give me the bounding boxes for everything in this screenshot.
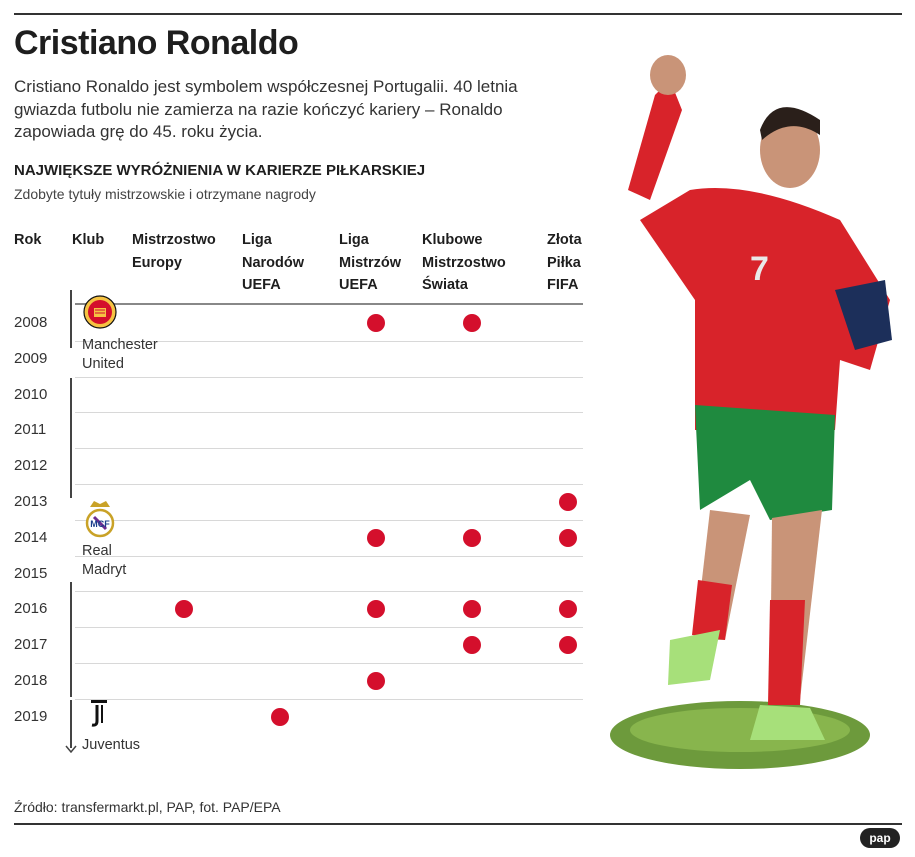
year-label-2017: 2017 <box>14 636 48 654</box>
club-name-manutd: Manchester United <box>82 337 158 372</box>
club-name-juventus: Juventus <box>82 737 141 753</box>
club-name-real: Real Madryt <box>82 543 127 578</box>
pap-logo-icon: pap <box>860 828 900 848</box>
row-divider <box>75 627 583 629</box>
chart-subtitle: Zdobyte tytuły mistrzowskie i otrzymane … <box>14 186 316 202</box>
year-label-2011: 2011 <box>14 421 47 439</box>
award-dot-2014-liga-mistrzów-uefa <box>367 528 385 547</box>
svg-text:7: 7 <box>750 250 769 288</box>
year-label-2012: 2012 <box>14 457 48 475</box>
award-dot-2016-liga-mistrzów-uefa <box>367 600 385 619</box>
award-dot-2019-liga-narodów-uefa <box>271 707 289 726</box>
timeline-segment-manutd <box>70 290 72 348</box>
row-divider <box>75 663 583 664</box>
table-header-rule <box>75 303 583 305</box>
manchester-united-crest-icon <box>83 295 117 329</box>
source-note: Źródło: transfermarkt.pl, PAP, fot. PAP/… <box>14 799 281 815</box>
award-dot-2014-klubowe-mistrzostwo-świata <box>463 528 481 547</box>
lead-paragraph: Cristiano Ronaldo jest symbolem współcze… <box>14 77 518 141</box>
timeline-segment-real-2 <box>70 582 72 697</box>
award-dot-2008-liga-mistrzów-uefa <box>367 313 385 332</box>
timeline-arrow-icon <box>65 745 77 753</box>
year-label-2009: 2009 <box>14 349 48 367</box>
column-header-champions-league: Liga Mistrzów UEFA <box>339 232 402 293</box>
row-divider <box>75 698 583 700</box>
award-dot-2017-klubowe-mistrzostwo-świata <box>463 636 481 655</box>
row-divider <box>75 591 583 593</box>
real-madrid-crest-icon: MCF <box>85 501 115 538</box>
juventus-logo-icon <box>91 700 107 727</box>
year-label-2013: 2013 <box>14 492 48 510</box>
year-label-2016: 2016 <box>14 600 48 618</box>
row-divider <box>75 555 583 557</box>
timeline-segment-real <box>70 378 72 498</box>
year-label-2014: 2014 <box>14 528 48 546</box>
row-divider <box>75 412 583 414</box>
award-dot-2013-złota-piłka-fifa <box>559 492 577 511</box>
row-divider <box>75 376 583 378</box>
top-rule <box>14 13 902 15</box>
row-divider <box>75 484 583 485</box>
column-header-year: Rok <box>14 232 42 248</box>
award-dot-2016-mistrzostwo-europy <box>175 600 193 619</box>
row-divider <box>75 340 583 342</box>
row-divider <box>75 448 583 450</box>
year-label-2018: 2018 <box>14 671 48 689</box>
award-dot-2008-klubowe-mistrzostwo-świata <box>463 313 481 332</box>
row-divider <box>75 519 583 521</box>
bottom-rule <box>14 823 902 825</box>
year-label-2019: 2019 <box>14 707 48 725</box>
award-dot-2017-złota-piłka-fifa <box>559 636 577 655</box>
year-label-2008: 2008 <box>14 313 48 331</box>
player-photo: 7 <box>610 55 892 769</box>
award-dot-2014-złota-piłka-fifa <box>559 528 577 547</box>
year-label-2015: 2015 <box>14 564 48 582</box>
column-header-euro: Mistrzostwo Europy <box>132 232 216 271</box>
year-label-2010: 2010 <box>14 385 48 403</box>
svg-text:MCF: MCF <box>90 519 110 529</box>
column-header-nations-league: Liga Narodów UEFA <box>242 232 305 293</box>
column-header-ballon-dor: Złota Piłka FIFA <box>547 232 582 293</box>
column-header-club-world-cup: Klubowe Mistrzostwo Świata <box>422 232 506 293</box>
chart-title: NAJWIĘKSZE WYRÓŻNIENIA W KARIERZE PIŁKAR… <box>14 162 426 179</box>
award-dot-2016-klubowe-mistrzostwo-świata <box>463 600 481 619</box>
award-dot-2016-złota-piłka-fifa <box>559 600 577 619</box>
award-dot-2018-liga-mistrzów-uefa <box>367 671 385 690</box>
page-title: Cristiano Ronaldo <box>14 24 299 62</box>
timeline-segment-juventus <box>70 700 72 748</box>
column-header-club: Klub <box>72 232 105 248</box>
